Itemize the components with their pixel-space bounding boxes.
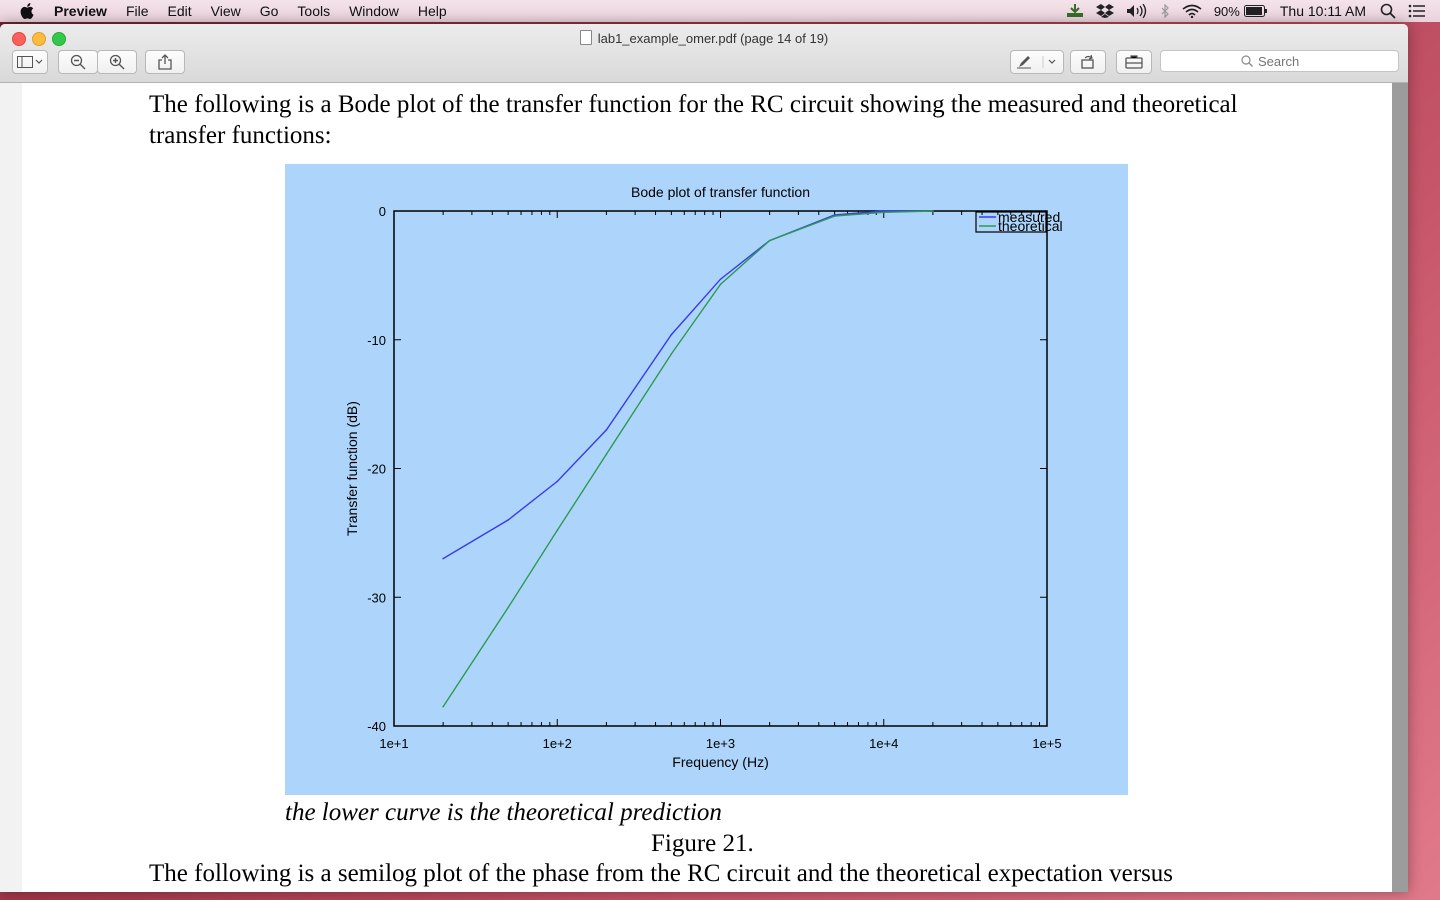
preview-window: lab1_example_omer.pdf (page 14 of 19) (0, 24, 1408, 892)
menu-go[interactable]: Go (259, 3, 279, 19)
menu-edit[interactable]: Edit (167, 3, 192, 19)
window-title: lab1_example_omer.pdf (page 14 of 19) (597, 31, 829, 46)
data-point-theoretical (833, 215, 836, 217)
y-tick-label: 0 (379, 204, 386, 219)
pdf-page: The following is a Bode plot of the tran… (22, 83, 1392, 892)
data-point-theoretical (605, 453, 608, 456)
y-axis-label: Transfer function (dB) (344, 401, 360, 536)
x-tick-label: 1e+2 (543, 736, 572, 751)
window-title-wrap: lab1_example_omer.pdf (page 14 of 19) (0, 30, 1408, 46)
y-tick-label: -10 (367, 333, 386, 348)
legend-box (975, 211, 1047, 233)
volume-icon[interactable] (1126, 4, 1148, 18)
search-field[interactable] (1160, 50, 1399, 72)
dropbox-icon[interactable] (1095, 4, 1114, 18)
x-tick-label: 1e+5 (1032, 736, 1061, 751)
document-area[interactable]: The following is a Bode plot of the tran… (0, 83, 1408, 892)
sidebar-icon (17, 56, 43, 68)
series-line-measured (442, 210, 933, 560)
minimize-window-button[interactable] (32, 32, 46, 46)
data-point-theoretical (556, 529, 559, 532)
clock[interactable]: Thu 10:11 AM (1279, 3, 1366, 19)
bode-plot-chart: Bode plot of transfer function 0 -10 -20 -30… (344, 184, 1063, 770)
data-point-theoretical (768, 239, 771, 242)
search-input[interactable] (1258, 53, 1318, 69)
close-window-button[interactable] (12, 32, 26, 46)
data-point-theoretical (719, 283, 722, 286)
data-point-theoretical (882, 211, 885, 214)
x-axis-label: Frequency (Hz) (672, 754, 768, 770)
data-point-measured (833, 214, 836, 216)
spotlight-icon[interactable] (1380, 3, 1396, 19)
data-point-theoretical (442, 705, 444, 708)
menu-window[interactable]: Window (349, 3, 399, 19)
plot-frame (393, 210, 1048, 727)
wifi-icon[interactable] (1182, 4, 1202, 18)
menu-help[interactable]: Help (417, 3, 447, 19)
zoom-window-button[interactable] (52, 32, 66, 46)
status-area: 90% Thu 10:11 AM (1066, 0, 1440, 22)
rotate-icon (1081, 54, 1094, 69)
zoom-in-button[interactable] (97, 50, 137, 74)
data-point-measured (556, 480, 559, 483)
zoom-out-icon (70, 54, 86, 70)
zoom-in-icon (109, 54, 125, 70)
notification-center-icon[interactable] (1408, 4, 1426, 18)
paragraph-intro: The following is a Bode plot of the tran… (149, 91, 1238, 149)
menu-bar: Preview File Edit View Go Tools Window H… (0, 0, 1440, 22)
legend-label-theoretical: theoretical (998, 218, 1063, 234)
menu-tools[interactable]: Tools (297, 3, 331, 19)
data-point-measured (719, 278, 722, 281)
x-tick-label: 1e+3 (706, 736, 735, 751)
data-point-measured (442, 557, 444, 560)
battery-percent: 90% (1213, 3, 1240, 19)
paragraph-next: The following is a semilog plot of the p… (149, 860, 1174, 887)
zoom-out-button[interactable] (58, 50, 98, 74)
search-icon (1241, 55, 1253, 67)
download-icon[interactable] (1066, 4, 1084, 18)
x-tick-label: 1e+4 (869, 736, 898, 751)
menu-app-name[interactable]: Preview (54, 3, 107, 19)
data-point-theoretical (670, 353, 673, 355)
apple-menu-icon[interactable] (20, 3, 38, 19)
pen-icon (1017, 56, 1056, 69)
figure-bode-plot: Bode plot of transfer function 0 -10 -20 -30… (285, 164, 1128, 795)
data-point-measured (882, 210, 885, 212)
y-tick-label: -40 (367, 719, 386, 734)
markup-button[interactable] (1010, 50, 1064, 74)
data-point-measured (605, 429, 608, 431)
data-point-measured (507, 519, 509, 521)
figure-caption-note: the lower curve is the theoretical predi… (285, 799, 722, 826)
data-point-theoretical (507, 606, 509, 609)
chart-title: Bode plot of transfer function (631, 184, 810, 200)
y-tick-label: -20 (367, 462, 386, 477)
legend-label-measured: measured (998, 209, 1060, 225)
toolbox-icon (1125, 55, 1143, 69)
data-point-measured (670, 333, 673, 336)
menu-file[interactable]: File (125, 3, 149, 19)
sidebar-toggle-button[interactable] (12, 50, 48, 74)
bluetooth-icon[interactable] (1160, 4, 1170, 18)
toolbox-button[interactable] (1116, 50, 1152, 74)
battery-icon[interactable] (1243, 5, 1268, 17)
title-bar: lab1_example_omer.pdf (page 14 of 19) (0, 24, 1408, 83)
x-tick-label: 1e+1 (379, 736, 408, 751)
pdf-document-icon (579, 30, 592, 45)
data-point-theoretical (932, 210, 934, 212)
share-button[interactable] (145, 50, 185, 74)
rotate-button[interactable] (1070, 50, 1106, 74)
share-icon (158, 54, 172, 70)
menu-view[interactable]: View (210, 3, 241, 19)
series-line-theoretical (442, 210, 933, 708)
window-left-edge (0, 83, 23, 892)
y-tick-label: -30 (367, 590, 386, 605)
figure-label: Figure 21. (651, 830, 754, 857)
